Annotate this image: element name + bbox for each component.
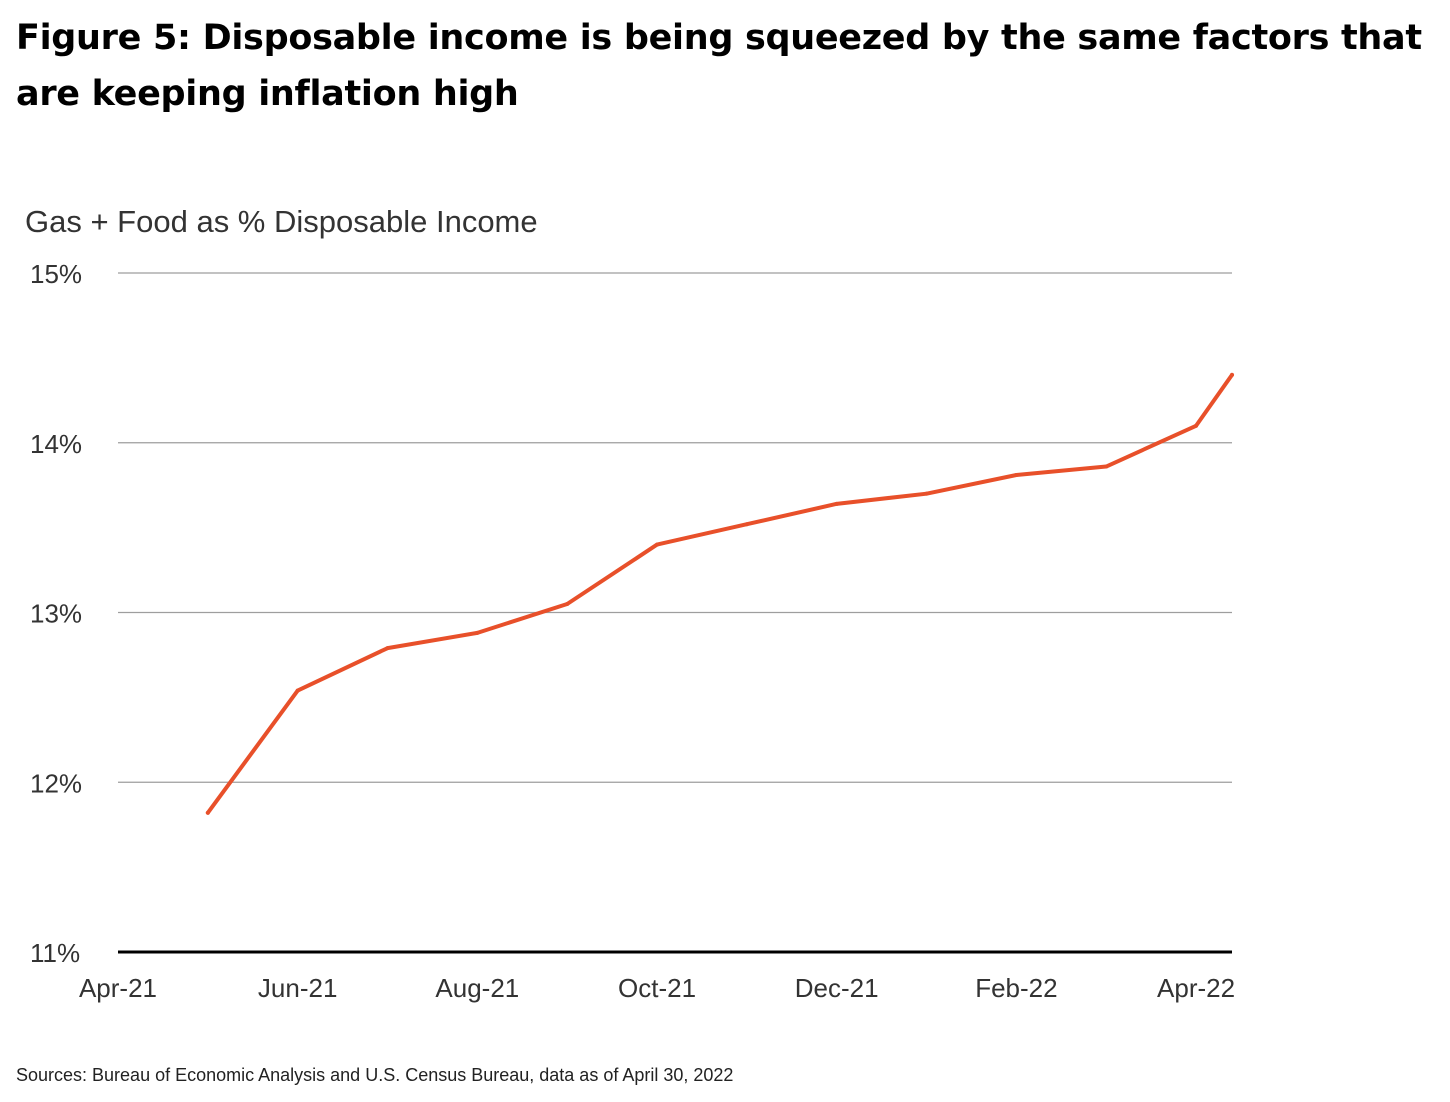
- x-tick-label: Apr-21: [79, 973, 157, 1003]
- figure-title: Figure 5: Disposable income is being squ…: [16, 18, 1422, 114]
- data-point: [924, 491, 929, 496]
- gridlines: [118, 272, 1232, 954]
- x-tick-label: Jun-21: [258, 973, 338, 1003]
- x-tick-label: Dec-21: [795, 973, 879, 1003]
- x-tick-label: Oct-21: [618, 973, 696, 1003]
- x-axis-tick-labels: Apr-21 Jun-21 Aug-21 Oct-21 Dec-21 Feb-22 Apr-…: [79, 973, 1235, 1003]
- data-point: [1230, 372, 1234, 377]
- y-tick-label: 11%: [30, 938, 80, 968]
- data-point: [834, 501, 839, 506]
- y-axis-tick-labels: 11% 12% 13% 14% 15%: [30, 259, 82, 968]
- data-point: [744, 522, 749, 527]
- line-chart: Gas + Food as % Disposable Income 11% 12%…: [25, 204, 1235, 1003]
- x-tick-label: Aug-21: [435, 973, 519, 1003]
- data-point: [1014, 473, 1019, 478]
- data-point: [1194, 423, 1199, 428]
- data-point: [295, 688, 300, 693]
- y-tick-label: 15%: [30, 259, 82, 289]
- x-tick-label: Feb-22: [975, 973, 1057, 1003]
- chart-title: Gas + Food as % Disposable Income: [25, 204, 538, 239]
- series-layer: [205, 372, 1234, 815]
- source-note: Sources: Bureau of Economic Analysis and…: [16, 1065, 734, 1085]
- data-point: [1104, 464, 1109, 469]
- y-tick-label: 12%: [30, 768, 82, 798]
- data-point: [475, 630, 480, 635]
- x-tick-label: Apr-22: [1157, 973, 1235, 1003]
- data-point: [205, 810, 210, 815]
- data-point: [385, 646, 390, 651]
- data-point: [565, 602, 570, 607]
- chart-container: Gas + Food as % Disposable Income 11% 12%…: [0, 180, 1450, 1040]
- y-tick-label: 14%: [30, 429, 82, 459]
- y-tick-label: 13%: [30, 599, 82, 629]
- series-line: [205, 372, 1234, 815]
- data-point: [655, 542, 660, 547]
